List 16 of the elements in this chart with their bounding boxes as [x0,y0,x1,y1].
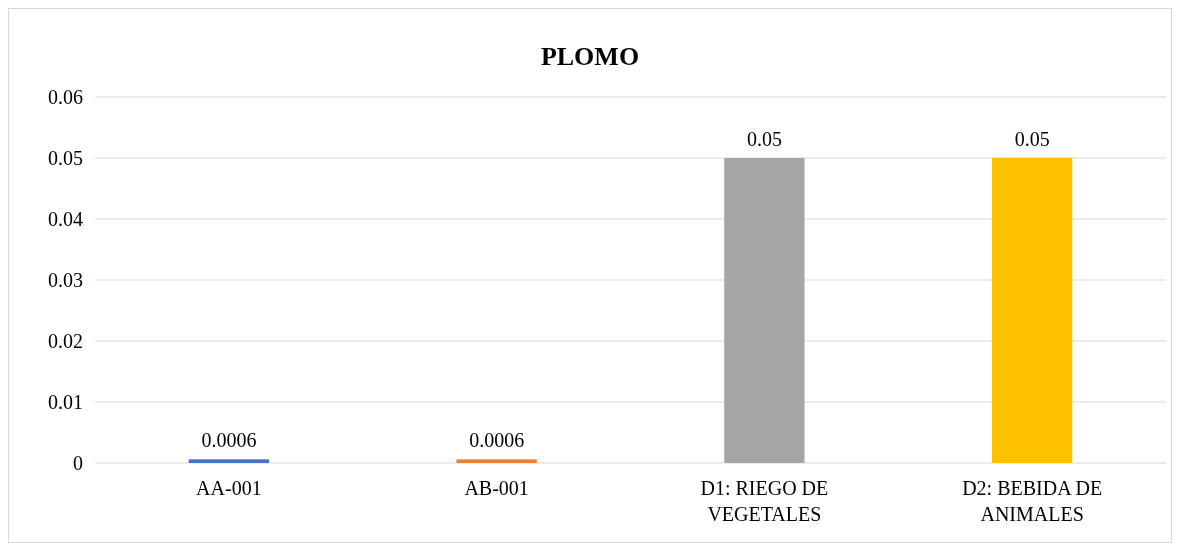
x-tick-label: AA-001 [196,477,262,499]
y-tick-label: 0.02 [48,330,83,352]
x-tick-label: D2: BEBIDA DE ANIMALES [962,477,1103,525]
data-label: 0.0006 [469,429,525,452]
x-tick-label: AB-001 [464,477,529,499]
x-tick-label: D1: RIEGO DE VEGETALES [700,477,829,525]
y-tick-label: 0.04 [48,208,83,230]
data-label: 0.05 [1014,128,1050,150]
y-tick-label: 0 [73,452,83,474]
y-tick-label: 0.03 [48,269,83,291]
data-label: 0.05 [746,128,782,150]
data-label: 0.0006 [201,429,257,452]
y-tick-label: 0.05 [48,147,83,169]
chart-title: PLOMO [540,42,640,71]
y-tick-label: 0.06 [48,86,83,108]
y-tick-label: 0.01 [48,391,83,413]
